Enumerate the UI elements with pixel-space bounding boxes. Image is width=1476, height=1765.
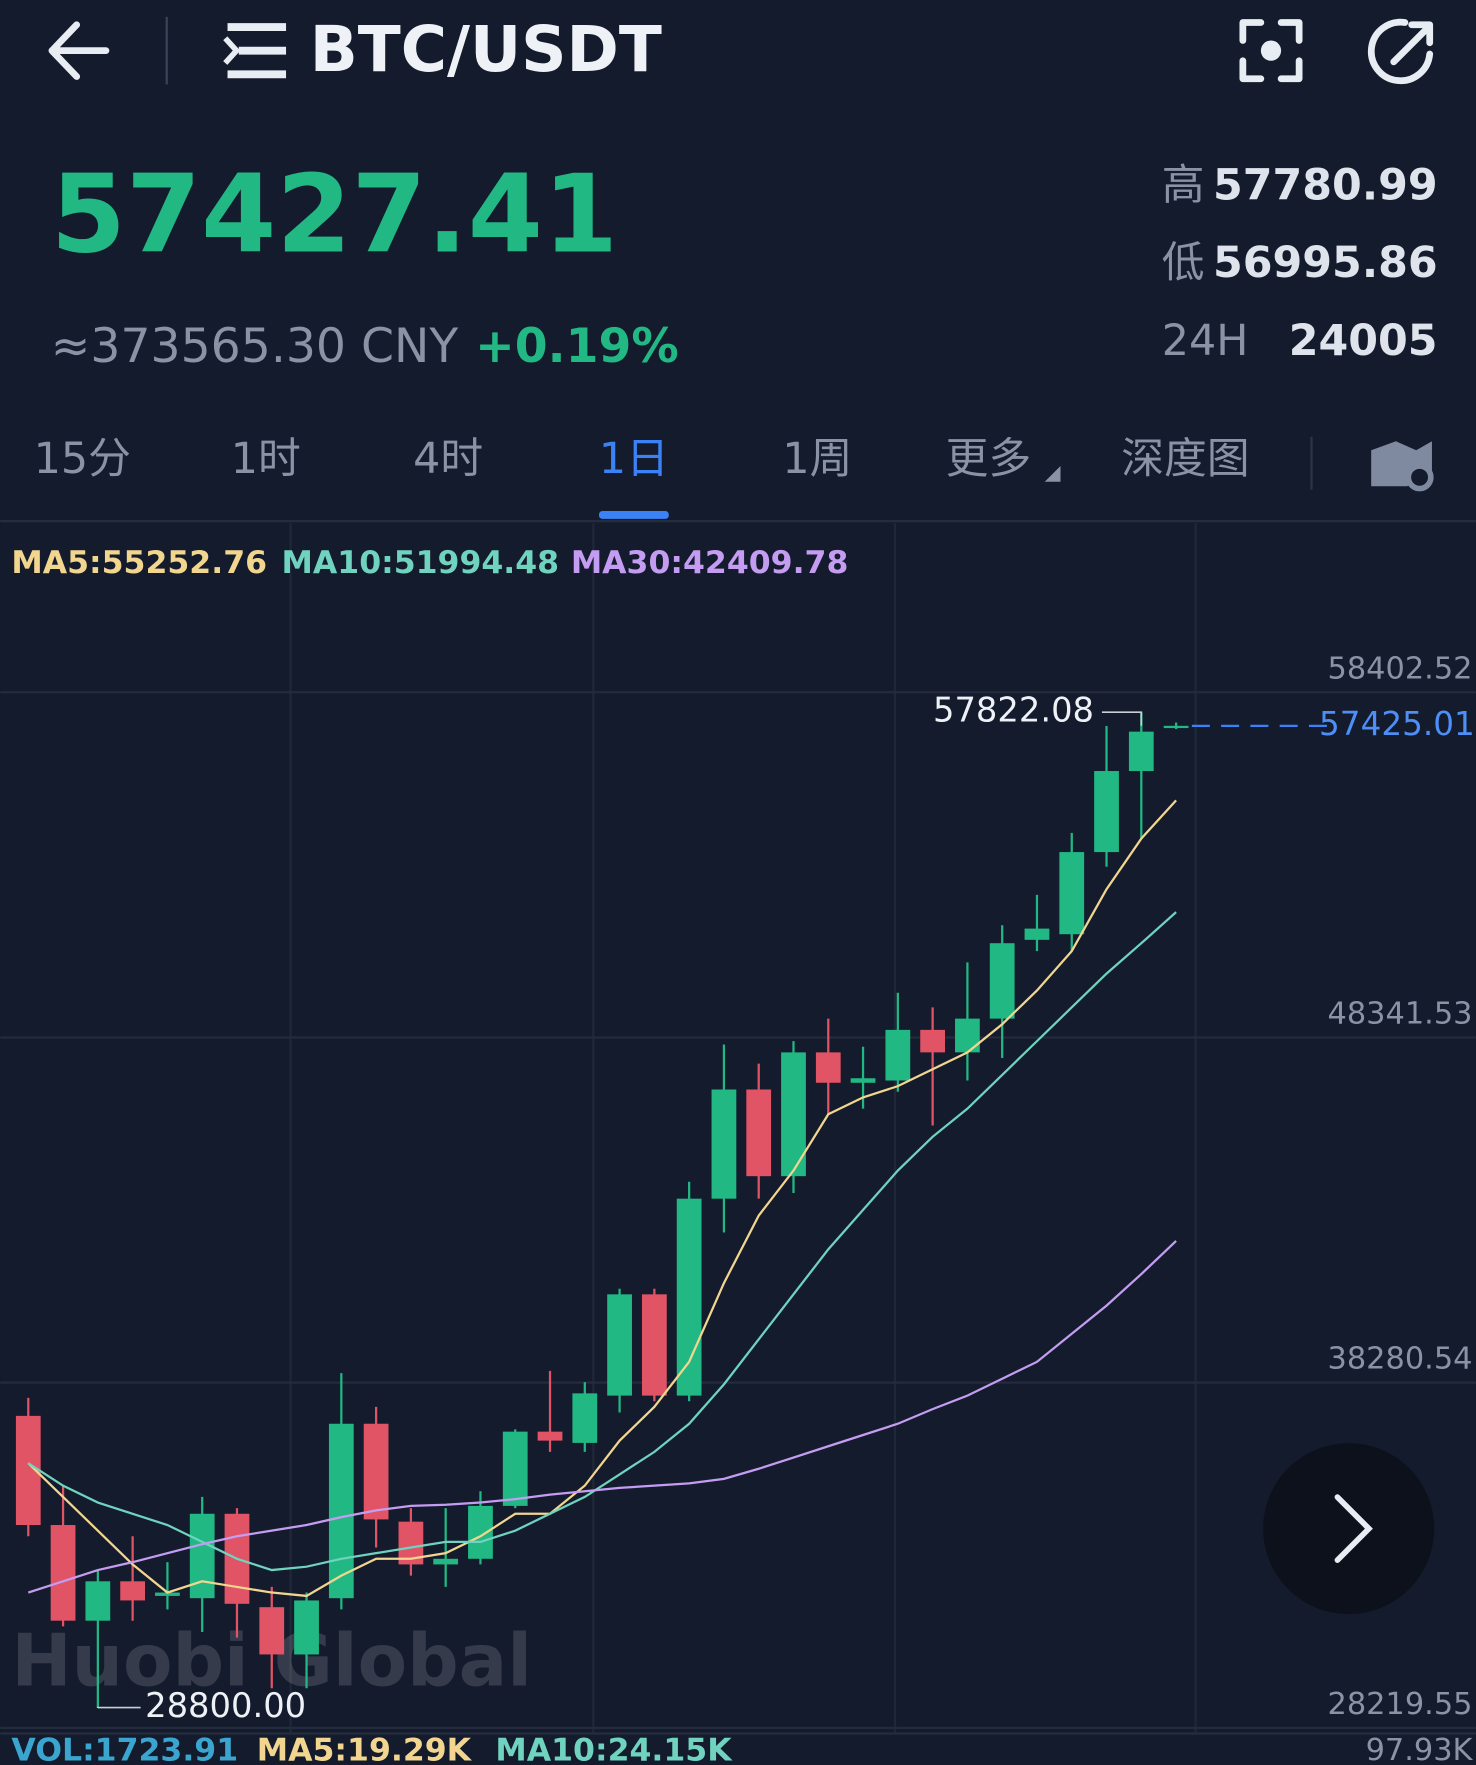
ma-line bbox=[27, 1240, 1177, 1594]
pair-title: BTC/USDT bbox=[310, 12, 662, 86]
candle-body bbox=[815, 1052, 841, 1083]
candle-body bbox=[1094, 771, 1119, 853]
share-button[interactable] bbox=[1367, 18, 1434, 85]
stat-label: 低 bbox=[1162, 238, 1205, 288]
timeframe-tab[interactable]: 15分 bbox=[34, 434, 131, 484]
candle-body bbox=[155, 1592, 180, 1596]
y-tick-label: 58402.52 bbox=[1328, 651, 1473, 686]
candle-body bbox=[1059, 852, 1085, 935]
timeframe-tabs: 15分 1时 4时 1日 1周 更多 深度图 bbox=[34, 434, 1250, 484]
max-connector bbox=[1101, 711, 1143, 726]
candle-body bbox=[294, 1600, 319, 1655]
candle-body bbox=[120, 1581, 146, 1601]
candle-body bbox=[920, 1029, 946, 1053]
candle-body bbox=[50, 1525, 76, 1621]
back-button[interactable] bbox=[48, 21, 110, 80]
active-tab-indicator bbox=[598, 511, 669, 519]
volume-axis-label: 97.93K bbox=[1366, 1733, 1474, 1765]
more-caret bbox=[1044, 466, 1061, 482]
y-tick-label: 38280.54 bbox=[1328, 1342, 1473, 1377]
timeframe-tab[interactable]: 深度图 bbox=[1121, 434, 1249, 484]
max-label: 57822.08 bbox=[933, 691, 1094, 730]
timeframe-tab[interactable]: 4时 bbox=[413, 434, 483, 484]
candle-body bbox=[1163, 725, 1189, 729]
candle-body bbox=[259, 1607, 285, 1655]
candle-body bbox=[433, 1558, 459, 1565]
candle-body bbox=[676, 1198, 702, 1396]
stat-label: 高 bbox=[1162, 160, 1205, 210]
cny-price: ≈373565.30 CNY bbox=[51, 319, 459, 374]
volume-legend: VOL:1723.91 bbox=[11, 1732, 238, 1765]
plot: 28219.55 38280.54 48341.53 58402.52 MA5:5525… bbox=[0, 545, 1476, 1765]
candle-body bbox=[1024, 928, 1050, 940]
candle-body bbox=[746, 1089, 772, 1177]
candle-body bbox=[502, 1431, 528, 1506]
ma-line bbox=[27, 911, 1177, 1572]
timeframe-tab[interactable]: 1周 bbox=[782, 434, 852, 484]
candle-body bbox=[189, 1513, 215, 1599]
candle-body bbox=[363, 1423, 389, 1520]
change-percent: +0.19% bbox=[475, 319, 679, 374]
candle-body bbox=[989, 943, 1015, 1019]
candle-body bbox=[711, 1089, 737, 1199]
stat-label: 24H bbox=[1162, 316, 1249, 366]
candle-body bbox=[468, 1505, 493, 1559]
candle-body bbox=[885, 1029, 911, 1081]
stats: 高 57780.99低 56995.86 24H 24005 bbox=[1162, 160, 1438, 365]
candle-body bbox=[1128, 731, 1154, 772]
next-button[interactable] bbox=[1263, 1443, 1435, 1615]
min-label: 28800.00 bbox=[145, 1686, 306, 1725]
ma-legend: MA5:55252.76 bbox=[11, 545, 267, 581]
candle-body bbox=[328, 1423, 354, 1599]
last-price: 57427.41 bbox=[51, 153, 618, 278]
candle-body bbox=[85, 1581, 111, 1621]
y-tick-label: 48341.53 bbox=[1328, 996, 1473, 1031]
candle-body bbox=[955, 1018, 980, 1053]
candle-body bbox=[641, 1294, 667, 1396]
ma-legend: MA10:51994.48 bbox=[282, 545, 560, 581]
stat-value: 56995.86 bbox=[1213, 238, 1438, 288]
ma-line bbox=[27, 799, 1177, 1598]
scan-button[interactable] bbox=[1239, 19, 1303, 83]
volume-legend: MA10:24.15K bbox=[495, 1732, 733, 1765]
y-tick-label: 28219.55 bbox=[1328, 1687, 1473, 1722]
candle-body bbox=[572, 1393, 598, 1443]
candle-body bbox=[850, 1078, 876, 1083]
stat-value: 57780.99 bbox=[1213, 160, 1438, 210]
timeframe-tab[interactable]: 更多 bbox=[946, 434, 1032, 484]
stat-value: 24005 bbox=[1289, 316, 1438, 366]
candle-body bbox=[607, 1294, 632, 1396]
menu-button[interactable] bbox=[223, 23, 287, 79]
chart-settings-button[interactable] bbox=[1371, 441, 1434, 492]
timeframe-tab[interactable]: 1时 bbox=[231, 434, 301, 484]
candle-body bbox=[537, 1431, 563, 1441]
timeframe-tab[interactable]: 1日 bbox=[599, 434, 669, 484]
last-price-label: 57425.01 bbox=[1319, 705, 1475, 743]
volume-legend: MA5:19.29K bbox=[257, 1732, 473, 1765]
ma-legend: MA30:42409.78 bbox=[571, 545, 849, 581]
